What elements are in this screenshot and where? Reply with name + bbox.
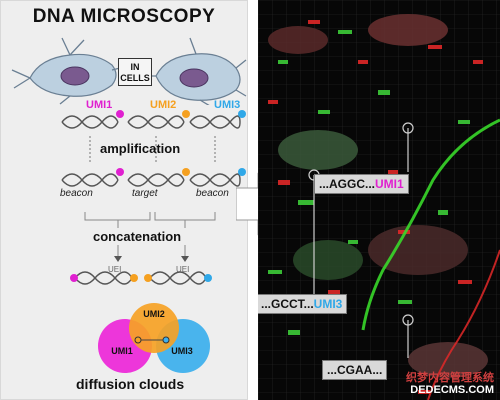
cells-illustration: [11, 37, 247, 105]
concatenation-step: concatenation: [93, 229, 182, 244]
in-cells-box: IN CELLS: [118, 58, 152, 86]
sequence-label-2: ...GCCT...UMI3: [258, 294, 348, 314]
sequence-3-prefix: ...CGAA...: [327, 363, 383, 377]
sequence-label-1: ...AGGC...UMI1: [314, 174, 409, 194]
amplification-step: amplification: [100, 141, 181, 156]
diffusion-clouds-step: diffusion clouds: [76, 376, 185, 392]
beacon-right-label: beacon: [196, 188, 229, 199]
dna-schematic: [61, 110, 246, 285]
watermark: 织梦内容管理系统 DEDECMS.COM: [406, 372, 494, 396]
microscopy-image: [258, 0, 500, 400]
sequence-1-prefix: ...AGGC...: [319, 177, 376, 191]
sequence-2-umi: UMI3: [313, 297, 343, 311]
microscopy-image-panel: ...AGGC...UMI1 ...GCCT...UMI3 ...CGAA...…: [258, 0, 500, 400]
sequence-label-3: ...CGAA...: [322, 360, 388, 380]
umi3-label: UMI3: [214, 99, 241, 111]
diagram-title: DNA MICROSCOPY: [32, 6, 216, 27]
watermark-line2: DEDECMS.COM: [410, 384, 494, 396]
cloud-umi1-label: UMI1: [111, 346, 133, 356]
sequence-1-umi: UMI1: [375, 177, 404, 191]
umi1-label: UMI1: [86, 99, 113, 111]
diffusion-circles: [98, 303, 210, 373]
uei-label-left: UEI: [108, 265, 122, 274]
sequence-2-prefix: ...GCCT...: [261, 297, 314, 311]
uei-label-right: UEI: [176, 265, 190, 274]
watermark-line1: 织梦内容管理系统: [406, 372, 494, 384]
beacon-left-label: beacon: [60, 188, 93, 199]
umi2-label: UMI2: [150, 99, 177, 111]
cloud-umi3-label: UMI3: [171, 346, 193, 356]
target-label: target: [132, 188, 158, 199]
schematic-panel: DNA MICROSCOPY IN CELLS UMI1 UMI2 UMI3: [0, 0, 248, 400]
in-cells-label: IN CELLS: [120, 62, 150, 83]
cloud-umi2-label: UMI2: [143, 309, 165, 319]
